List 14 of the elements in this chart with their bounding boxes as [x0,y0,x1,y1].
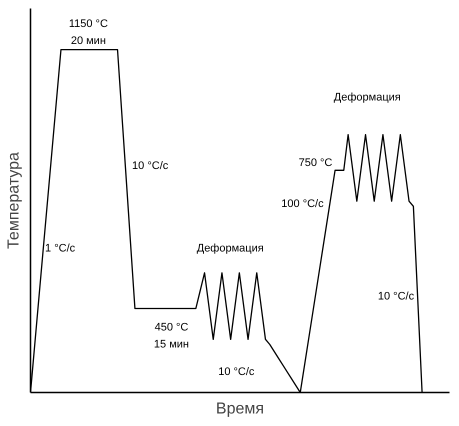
annotation: 750 °C [298,156,332,169]
annotation: 10 °C/с [218,366,255,378]
annotation: Деформация [334,92,401,104]
annotation: 10 °C/с [378,290,415,302]
x-axis-title: Время [216,400,264,418]
annotation: 450 °C [154,321,188,334]
text: 1150 °C [68,18,108,30]
text: 20 мин [70,35,106,48]
annotation: Деформация [196,242,264,254]
annotation: 1 °C/с [45,242,76,254]
annotation: 100 °C/с [281,198,324,210]
annotation: 15 мин [154,338,190,350]
y-axis-title: Температура [6,152,22,249]
annotation: 10 °C/с [132,160,169,172]
